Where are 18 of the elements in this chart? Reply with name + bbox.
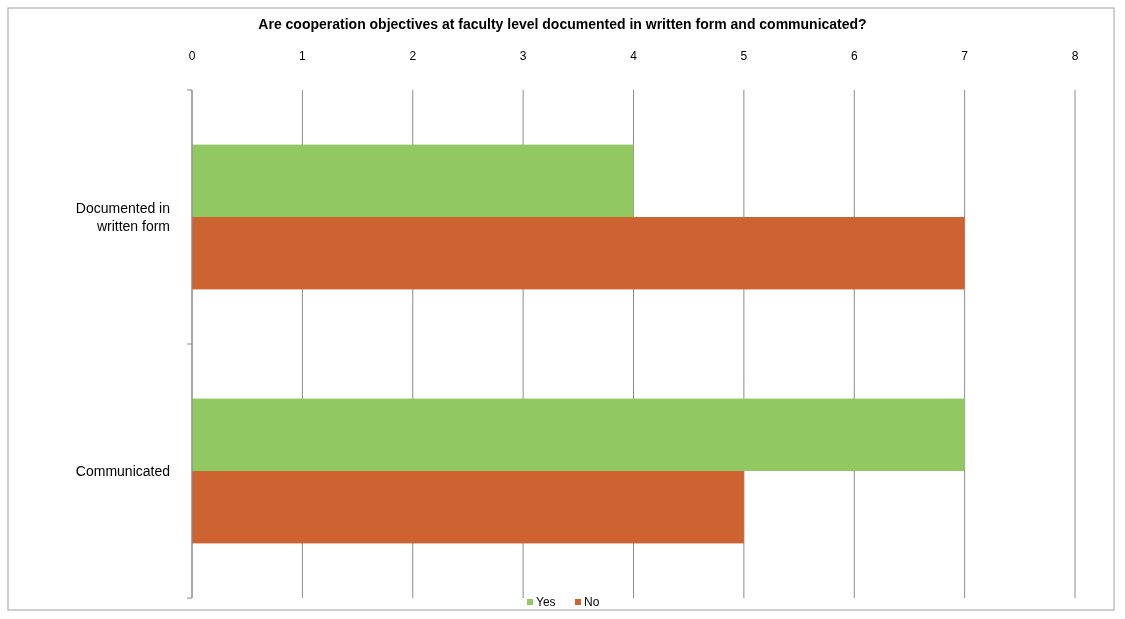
bar bbox=[192, 398, 965, 471]
y-tick-label: Communicated bbox=[75, 463, 170, 479]
legend-label: Yes bbox=[536, 595, 556, 609]
y-tick-label: Documented in written form bbox=[75, 200, 170, 234]
x-tick-label: 4 bbox=[630, 49, 638, 63]
bar bbox=[192, 471, 744, 544]
x-tick-label: 6 bbox=[850, 49, 858, 63]
chart-title: Are cooperation objectives at faculty level documented in written form and communicated? bbox=[258, 16, 867, 32]
x-tick-label: 8 bbox=[1071, 49, 1079, 63]
x-tick-label: 5 bbox=[740, 49, 748, 63]
x-tick-label: 2 bbox=[409, 49, 417, 63]
bar bbox=[192, 144, 634, 217]
legend-label: No bbox=[584, 595, 600, 609]
x-tick-label: 3 bbox=[519, 49, 527, 63]
bar bbox=[192, 217, 965, 290]
x-tick-label: 0 bbox=[188, 49, 196, 63]
x-tick-label: 7 bbox=[961, 49, 969, 63]
x-tick-label: 1 bbox=[299, 49, 307, 63]
